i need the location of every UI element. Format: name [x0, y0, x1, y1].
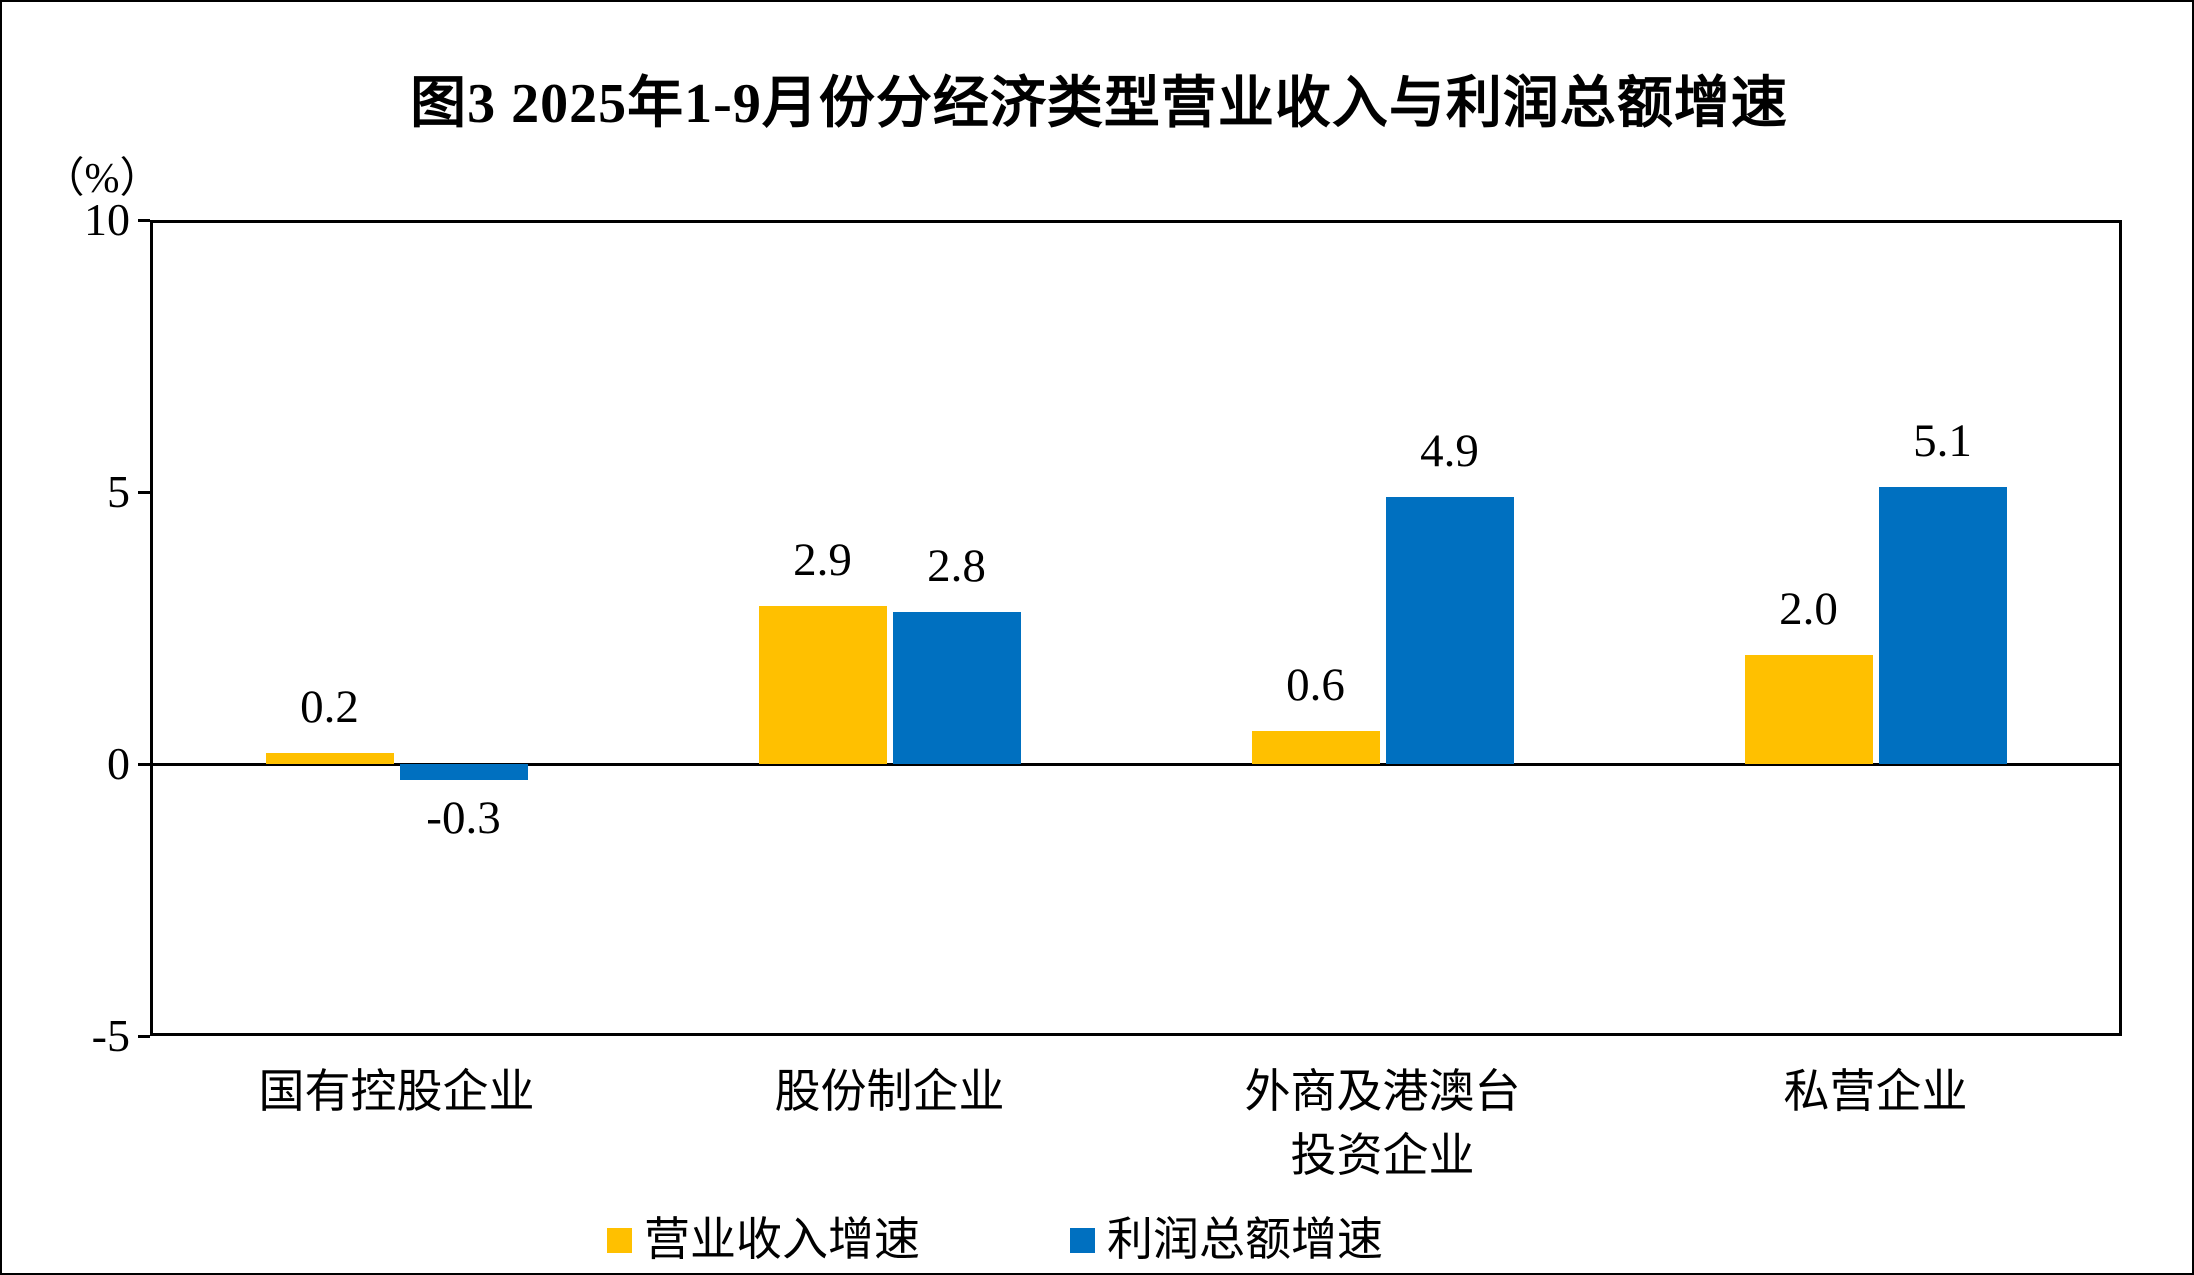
y-axis-tick-label: 10 [84, 194, 130, 245]
legend-swatch-yellow [607, 1227, 632, 1253]
bar-value-label: 2.9 [793, 534, 852, 587]
revenue-bar [758, 606, 887, 764]
bar-value-label: 5.1 [1913, 414, 1972, 467]
y-axis-tick [138, 490, 150, 494]
category-label: 股份制企业 [774, 1066, 1005, 1117]
profit-bar [1385, 497, 1514, 764]
zero-axis-line [150, 762, 2122, 766]
y-axis-tick-label: 0 [107, 738, 130, 789]
profit-bar [399, 764, 528, 781]
y-axis-unit-label: （%） [42, 156, 162, 202]
plot-area [150, 220, 2122, 1036]
bar-value-label: -0.3 [426, 792, 501, 845]
y-axis-tick-label: -5 [91, 1010, 130, 1061]
bar-value-label: 0.2 [300, 681, 359, 734]
bar-value-label: 2.8 [927, 539, 986, 592]
y-axis-tick [138, 1034, 150, 1038]
legend-swatch-blue [1070, 1227, 1095, 1253]
legend-item: 利润总额增速 [1070, 1210, 1383, 1270]
chart-title: 图3 2025年1-9月份分经济类型营业收入与利润总额增速 [410, 73, 1788, 135]
revenue-bar [1744, 655, 1873, 764]
category-label: 国有控股企业 [258, 1066, 535, 1117]
y-axis-tick [138, 762, 150, 766]
legend: 营业收入增速 利润总额增速 [607, 1210, 1383, 1270]
legend-label: 营业收入增速 [644, 1214, 920, 1265]
revenue-bar [265, 753, 394, 764]
y-axis-tick [138, 218, 150, 222]
bar-value-label: 0.6 [1286, 659, 1345, 712]
legend-item: 营业收入增速 [607, 1210, 920, 1270]
y-axis-tick-label: 5 [107, 466, 130, 517]
bar-value-label: 4.9 [1420, 425, 1479, 478]
profit-bar [892, 611, 1021, 764]
category-label: 外商及港澳台 投资企业 [1244, 1066, 1521, 1181]
category-label: 私营企业 [1783, 1066, 1968, 1117]
profit-bar [1878, 486, 2007, 764]
legend-label: 利润总额增速 [1107, 1214, 1383, 1265]
bar-value-label: 2.0 [1779, 583, 1838, 636]
revenue-bar [1251, 731, 1380, 764]
